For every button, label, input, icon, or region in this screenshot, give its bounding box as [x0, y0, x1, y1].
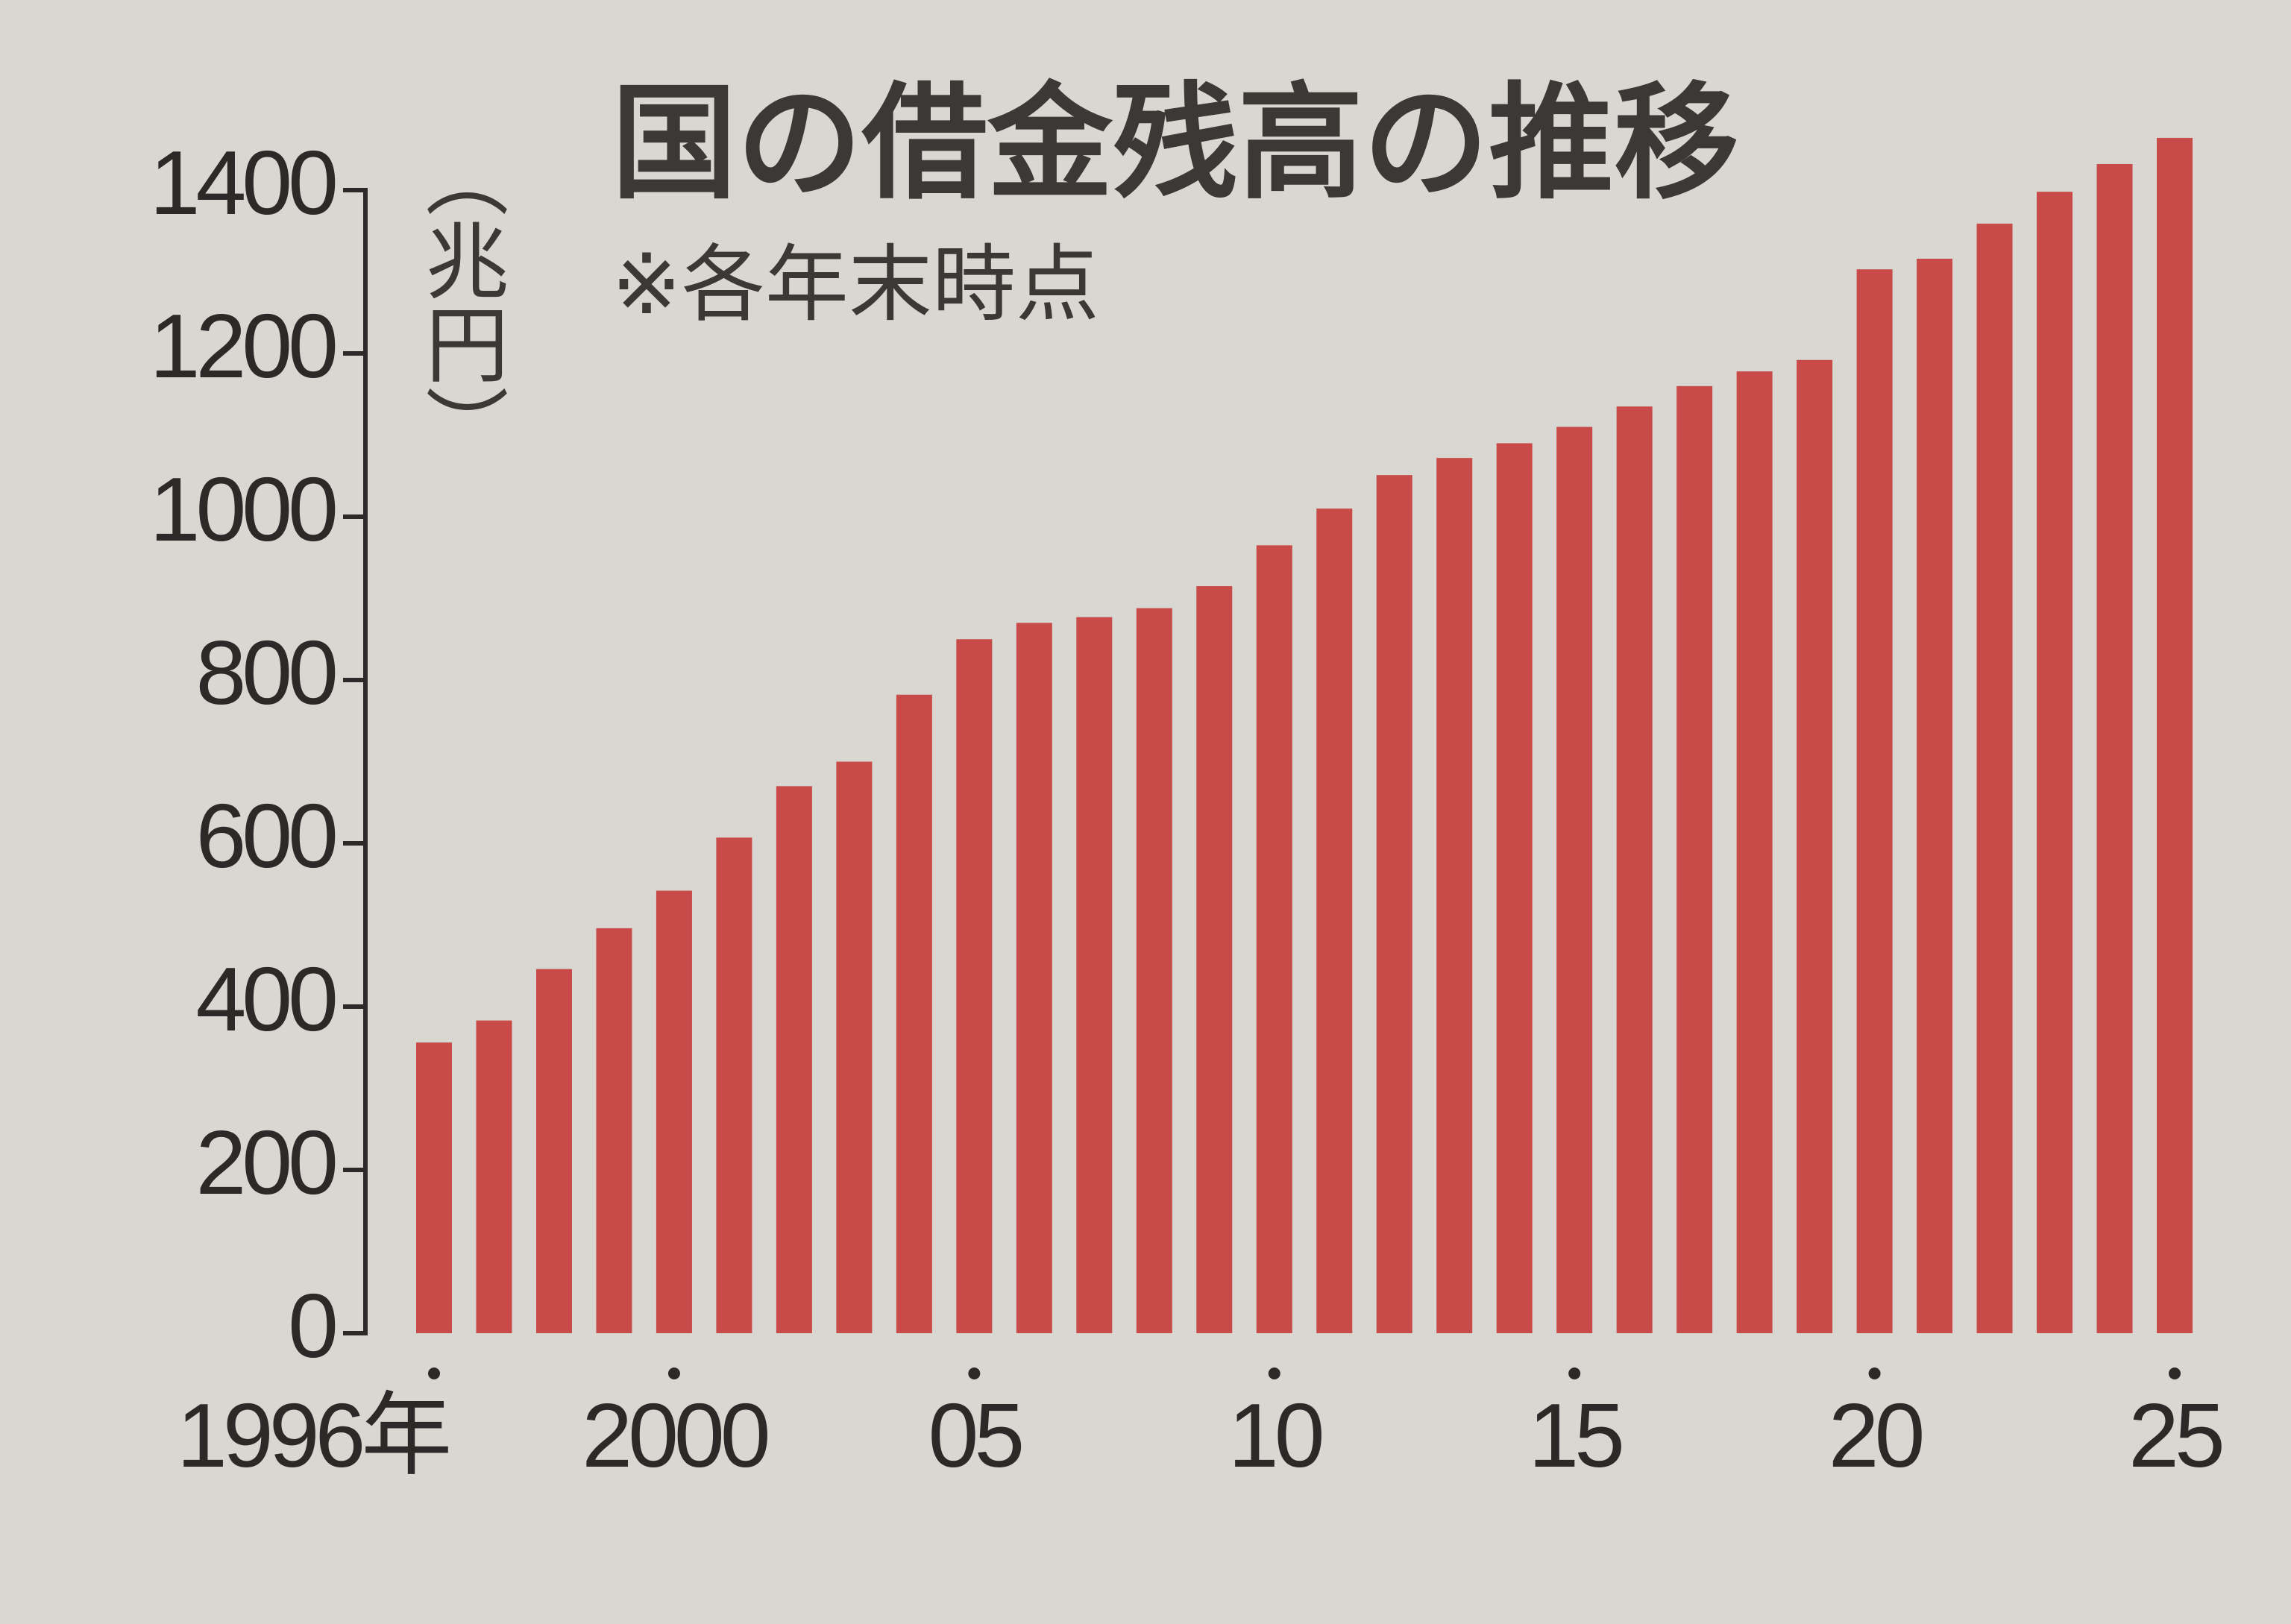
x-tick-label: 1996年 [177, 1385, 448, 1486]
bar [1976, 223, 2013, 1333]
bar [1196, 586, 1233, 1333]
bar [535, 969, 572, 1333]
bar [476, 1020, 512, 1333]
y-tick-label: 1400 [150, 132, 336, 233]
bar [2157, 137, 2193, 1333]
bar [1256, 545, 1292, 1334]
tick-dot [1268, 1368, 1280, 1379]
bar [1556, 427, 1593, 1333]
y-tick-label: 0 [288, 1275, 336, 1376]
y-tick-label: 800 [195, 622, 336, 723]
x-tick-label: 10 [1228, 1385, 1322, 1486]
chart-subtitle: ※各年末時点 [612, 238, 1099, 331]
bar [716, 837, 752, 1333]
x-tick-label: 25 [2128, 1385, 2222, 1486]
tick-dot [667, 1368, 680, 1379]
bar [1316, 509, 1353, 1333]
x-tick-label: 2000 [582, 1385, 768, 1486]
bar [1496, 443, 1533, 1334]
bar [1616, 406, 1653, 1333]
bar [596, 928, 632, 1333]
tick-dot [2169, 1368, 2181, 1379]
bar [1676, 385, 1713, 1333]
bar [1376, 475, 1412, 1333]
tick-dot [428, 1368, 440, 1379]
bar [1136, 608, 1172, 1333]
y-tick-label: 200 [195, 1112, 336, 1213]
bar [1736, 371, 1773, 1334]
bar [416, 1042, 452, 1333]
bar [2096, 163, 2133, 1334]
bar [656, 890, 692, 1333]
bar [896, 694, 932, 1333]
x-tick-label: 20 [1829, 1385, 1923, 1486]
bar [1076, 617, 1113, 1333]
tick-dot [1868, 1368, 1881, 1379]
chart-title: 国の借金残高の推移 [612, 73, 1739, 213]
y-tick-label: 1200 [150, 295, 336, 397]
bar [776, 786, 812, 1333]
bar [836, 761, 873, 1333]
bar [1917, 258, 1953, 1334]
bar [956, 639, 993, 1333]
bar [1016, 623, 1052, 1333]
y-tick-label: 1000 [150, 459, 336, 560]
tick-dot [1568, 1368, 1581, 1379]
bar [1797, 359, 1833, 1333]
tick-dot [968, 1368, 981, 1379]
y-tick-label: 400 [195, 948, 336, 1050]
bar [2037, 192, 2073, 1334]
bar [1856, 269, 1893, 1334]
bar [1436, 458, 1473, 1334]
x-tick-label: 15 [1528, 1385, 1621, 1486]
y-tick-label: 600 [195, 785, 336, 887]
y-axis-label: （兆円） [414, 134, 508, 468]
x-tick-label: 05 [928, 1385, 1021, 1486]
